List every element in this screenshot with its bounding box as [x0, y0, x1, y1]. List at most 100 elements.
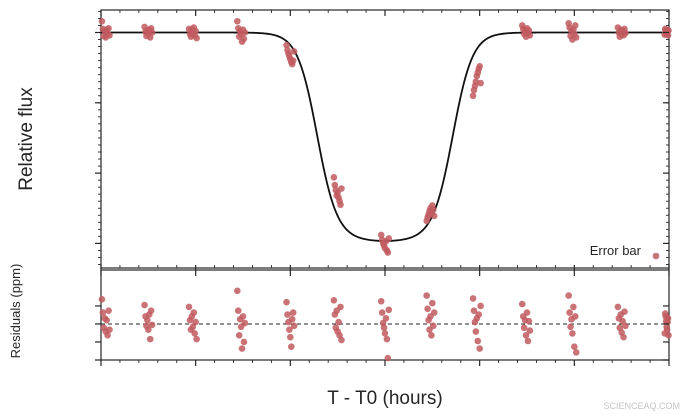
y-axis-label-top: Relative flux — [16, 87, 37, 191]
residual-point — [526, 327, 534, 334]
flux-point — [525, 27, 533, 34]
flux-point — [334, 189, 341, 197]
residual-point — [286, 326, 293, 333]
model-curve — [101, 31, 669, 242]
residual-point — [284, 311, 291, 318]
flux-point — [469, 92, 477, 100]
residual-point — [146, 335, 154, 343]
residual-point — [235, 332, 243, 339]
residual-point — [469, 295, 477, 302]
residual-point — [614, 303, 622, 311]
top-plot-frame — [100, 9, 670, 269]
residual-point — [287, 343, 295, 350]
legend-marker — [652, 252, 660, 260]
residual-point — [337, 303, 344, 311]
residual-point — [141, 301, 148, 309]
residual-point — [572, 349, 580, 356]
flux-point — [331, 181, 339, 189]
residual-point — [106, 326, 113, 333]
residual-point — [147, 307, 155, 315]
flux-point — [330, 174, 338, 181]
residual-point — [571, 343, 578, 350]
watermark: SCIENCEAQ.COM — [603, 401, 680, 411]
residual-point — [662, 313, 669, 320]
residual-point — [193, 335, 200, 343]
residual-point — [384, 354, 392, 362]
residual-point — [567, 323, 574, 331]
residual-point — [234, 307, 242, 315]
flux-point — [234, 17, 241, 25]
flux-point — [240, 35, 248, 43]
flux-point — [385, 235, 393, 242]
flux-point — [337, 201, 344, 209]
flux-point — [384, 249, 392, 256]
residual-point — [145, 326, 152, 333]
bottom-panel — [95, 269, 672, 366]
residual-point — [429, 299, 436, 307]
residual-point — [185, 303, 193, 311]
residual-point — [428, 332, 435, 339]
residual-point — [144, 316, 151, 324]
residual-point — [241, 319, 249, 327]
residual-point — [523, 309, 531, 316]
residual-point — [476, 345, 483, 352]
residual-point — [470, 307, 478, 315]
residual-point — [385, 306, 393, 314]
residual-point — [283, 298, 290, 306]
flux-point — [192, 27, 199, 35]
flux-point — [429, 206, 437, 213]
flux-point — [105, 24, 112, 32]
x-axis-label: T - T0 (hours) — [327, 388, 442, 409]
y-axis-label-bottom: Residuals (ppm) — [8, 264, 23, 359]
flux-point — [476, 62, 483, 70]
residual-point — [661, 330, 669, 337]
residual-point — [522, 332, 530, 339]
top-panel — [95, 9, 672, 270]
residual-point — [570, 303, 577, 311]
residual-point — [338, 336, 345, 344]
flux-point — [622, 29, 629, 37]
flux-point — [572, 34, 580, 41]
residual-point — [383, 335, 391, 343]
residual-point — [287, 333, 294, 341]
flux-point — [338, 185, 345, 192]
residual-point — [380, 324, 388, 332]
residual-point — [289, 309, 297, 316]
flux-point — [430, 212, 438, 220]
residual-point — [518, 300, 526, 308]
flux-point — [98, 17, 106, 25]
residual-point — [571, 313, 579, 320]
flux-point — [148, 29, 156, 36]
residual-point — [98, 296, 106, 303]
residual-point — [377, 297, 385, 305]
residual-point — [565, 292, 572, 299]
flux-point — [662, 26, 669, 33]
residual-point — [620, 333, 627, 341]
residual-point — [189, 323, 197, 331]
residual-point — [472, 328, 480, 335]
residual-point — [378, 309, 386, 316]
residual-point — [424, 305, 431, 313]
residual-point — [234, 287, 241, 295]
residual-point — [566, 309, 573, 316]
residual-point — [288, 315, 296, 323]
residual-point — [190, 309, 198, 316]
residual-point — [621, 308, 628, 315]
residual-point — [622, 322, 629, 330]
residual-point — [99, 309, 107, 316]
flux-point — [283, 41, 290, 49]
residual-point — [430, 309, 438, 316]
residual-point — [475, 311, 483, 318]
residual-point — [429, 322, 437, 330]
residual-point — [104, 332, 111, 339]
residual-point — [239, 313, 247, 320]
residual-point — [619, 317, 626, 325]
residual-point — [525, 317, 533, 325]
residual-point — [477, 302, 484, 310]
residual-point — [474, 337, 482, 345]
bottom-plot-frame — [100, 269, 670, 361]
residual-point — [569, 330, 576, 337]
residual-point — [105, 307, 112, 315]
residual-point — [520, 324, 528, 332]
